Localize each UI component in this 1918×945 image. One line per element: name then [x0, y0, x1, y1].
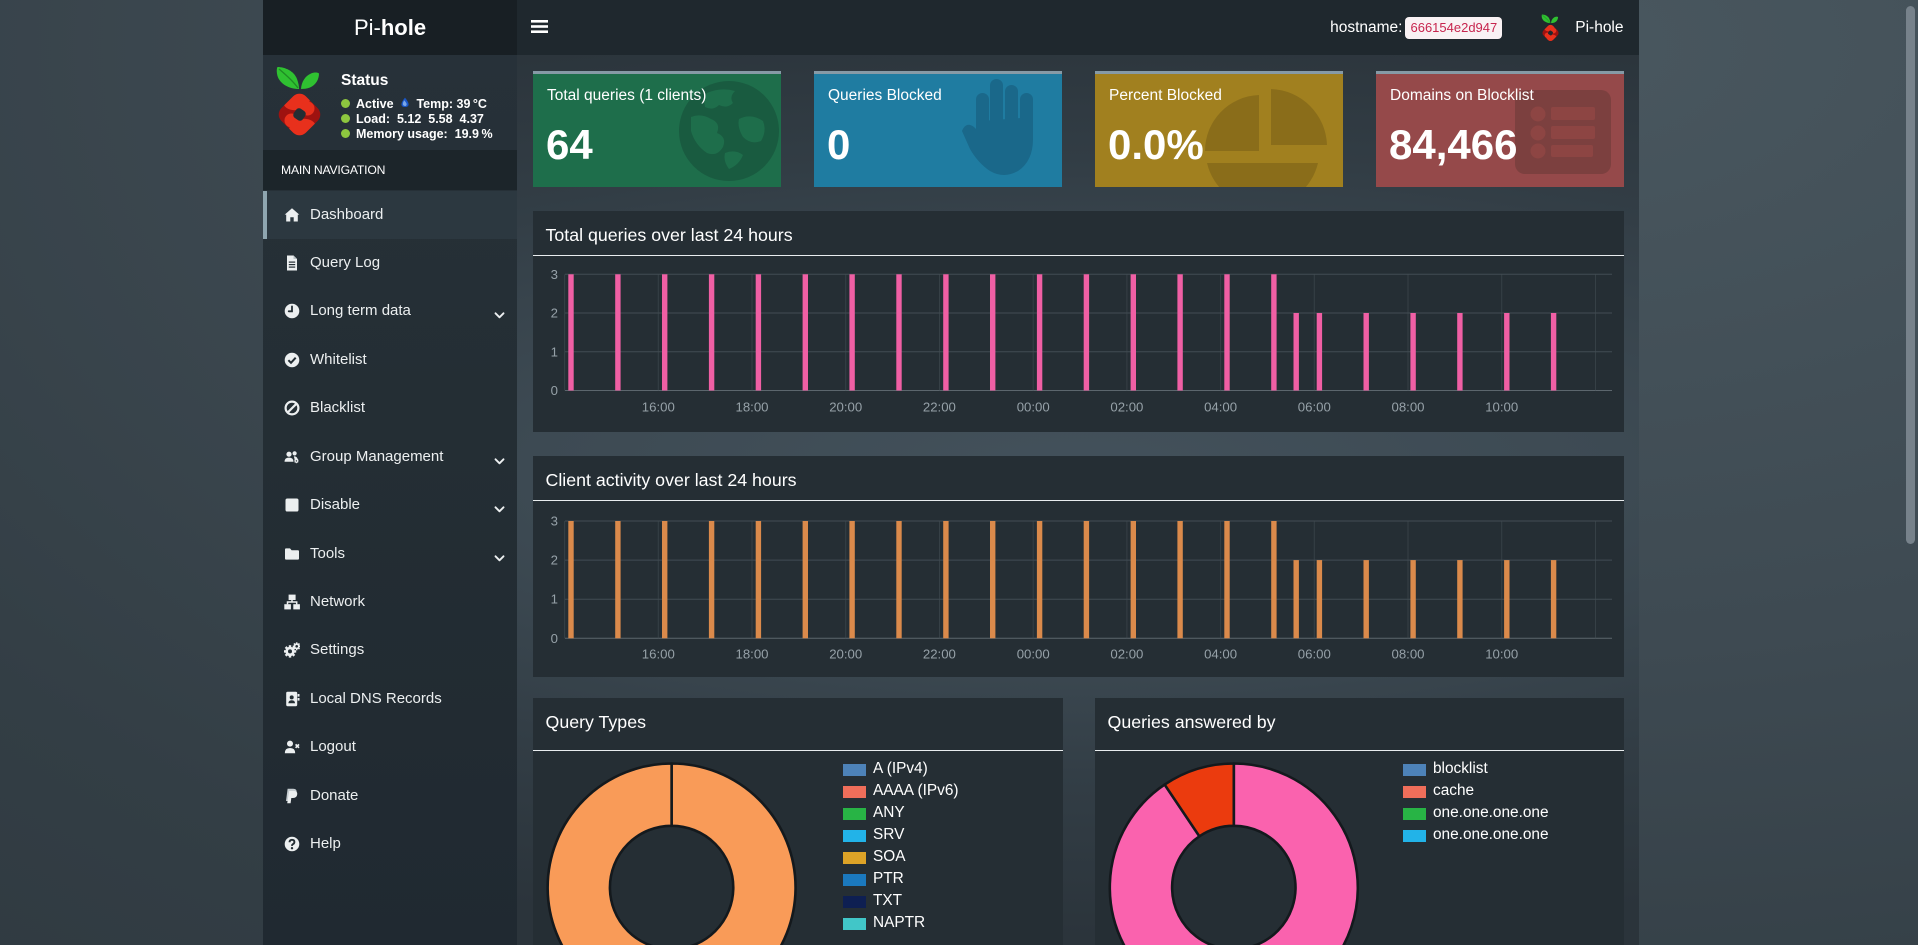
svg-text:0: 0: [551, 382, 558, 397]
svg-text:02:00: 02:00: [1110, 399, 1143, 414]
svg-text:0: 0: [551, 630, 558, 645]
svg-text:1: 1: [551, 344, 558, 359]
svg-text:22:00: 22:00: [923, 646, 956, 661]
svg-text:06:00: 06:00: [1298, 646, 1331, 661]
svg-text:16:00: 16:00: [642, 399, 675, 414]
svg-text:18:00: 18:00: [735, 399, 768, 414]
svg-text:22:00: 22:00: [923, 399, 956, 414]
svg-text:04:00: 04:00: [1204, 646, 1237, 661]
svg-text:2: 2: [551, 552, 558, 567]
svg-text:20:00: 20:00: [829, 399, 862, 414]
svg-text:20:00: 20:00: [829, 646, 862, 661]
svg-text:3: 3: [551, 266, 558, 281]
svg-text:06:00: 06:00: [1298, 399, 1331, 414]
svg-text:00:00: 00:00: [1017, 646, 1050, 661]
svg-text:00:00: 00:00: [1017, 399, 1050, 414]
svg-text:3: 3: [551, 513, 558, 528]
svg-text:1: 1: [551, 591, 558, 606]
svg-text:02:00: 02:00: [1110, 646, 1143, 661]
svg-text:18:00: 18:00: [735, 646, 768, 661]
svg-text:04:00: 04:00: [1204, 399, 1237, 414]
svg-text:2: 2: [551, 305, 558, 320]
svg-text:10:00: 10:00: [1485, 646, 1518, 661]
svg-text:08:00: 08:00: [1391, 399, 1424, 414]
svg-text:16:00: 16:00: [642, 646, 675, 661]
svg-text:10:00: 10:00: [1485, 399, 1518, 414]
svg-text:08:00: 08:00: [1391, 646, 1424, 661]
